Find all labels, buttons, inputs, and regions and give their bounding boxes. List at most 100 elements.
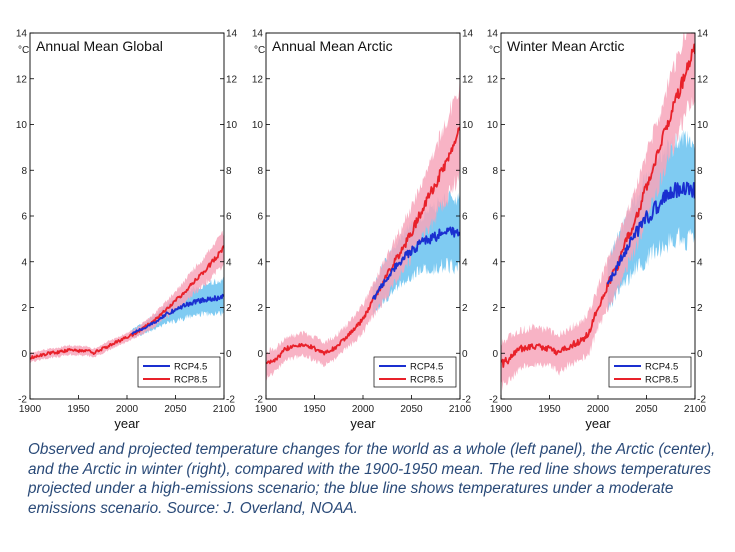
series-line-rcp8-5 xyxy=(266,126,460,365)
y-tick-label-right: 8 xyxy=(697,166,703,177)
legend: RCP4.5 RCP8.5 xyxy=(137,356,221,388)
y-tick-label: 2 xyxy=(21,303,27,314)
y-tick-label-right: 14 xyxy=(697,29,709,40)
legend-label-rcp4-5: RCP4.5 xyxy=(410,362,443,373)
panel-annual-mean-arctic: -2 -2 0 0 2 2 4 4 6 6 8 8 10 10 12 12 14 14 1900 1950 2000 20… xyxy=(252,29,474,432)
x-tick-label: 2100 xyxy=(213,404,236,415)
x-tick-label: 1950 xyxy=(67,404,90,415)
y-tick-label: 4 xyxy=(21,257,27,268)
y-tick-label-right: 12 xyxy=(697,74,709,85)
y-tick-label-right: 0 xyxy=(462,349,468,360)
panel-annual-mean-global: -2 -2 0 0 2 2 4 4 6 6 8 8 10 10 12 12 14 14 1900 1950 2000 20… xyxy=(16,29,238,432)
legend-label-rcp4-5: RCP4.5 xyxy=(174,362,207,373)
y-tick-label-right: -2 xyxy=(226,395,235,406)
x-tick-label: 2000 xyxy=(352,404,375,415)
legend-box xyxy=(373,356,457,388)
y-tick-label: -2 xyxy=(18,395,27,406)
legend-label-rcp8-5: RCP8.5 xyxy=(410,375,443,386)
y-tick-label-right: 10 xyxy=(697,120,709,131)
legend-box xyxy=(608,356,692,388)
y-tick-label: 14 xyxy=(16,29,28,40)
x-tick-label: 2000 xyxy=(587,404,610,415)
x-axis-label: year xyxy=(350,416,376,431)
y-tick-label: 2 xyxy=(257,303,263,314)
y-tick-label-right: -2 xyxy=(697,395,706,406)
x-tick-label: 1950 xyxy=(303,404,326,415)
y-tick-label: 10 xyxy=(252,120,264,131)
y-tick-label: 0 xyxy=(257,349,263,360)
y-unit-label: °C xyxy=(254,45,265,56)
y-tick-label: 10 xyxy=(16,120,28,131)
legend-label-rcp4-5: RCP4.5 xyxy=(645,362,678,373)
y-tick-label-right: 2 xyxy=(462,303,468,314)
y-tick-label: 4 xyxy=(492,257,498,268)
y-tick-label-right: 4 xyxy=(226,257,232,268)
y-tick-label-right: 2 xyxy=(697,303,703,314)
plot-frame xyxy=(29,32,225,400)
x-axis-label: year xyxy=(114,416,140,431)
y-tick-label: 6 xyxy=(257,212,263,223)
x-tick-label: 2100 xyxy=(449,404,472,415)
y-tick-label-right: 14 xyxy=(462,29,474,40)
y-tick-label: 2 xyxy=(492,303,498,314)
y-tick-label-right: 10 xyxy=(226,120,238,131)
y-tick-label-right: 6 xyxy=(226,212,232,223)
x-tick-label: 1900 xyxy=(490,404,513,415)
panel-winter-mean-arctic: -2 -2 0 0 2 2 4 4 6 6 8 8 10 10 12 12 14 14 1900 1950 2000 20… xyxy=(487,29,709,432)
y-tick-label: 6 xyxy=(492,212,498,223)
x-tick-label: 2100 xyxy=(684,404,707,415)
x-tick-label: 1900 xyxy=(19,404,42,415)
legend: RCP4.5 RCP8.5 xyxy=(373,356,457,388)
series-band-rcp8-5 xyxy=(30,230,224,363)
y-unit-label: °C xyxy=(489,45,500,56)
series-line-rcp8-5 xyxy=(30,245,224,360)
y-tick-label-right: -2 xyxy=(462,395,471,406)
y-tick-label-right: 12 xyxy=(462,74,474,85)
y-tick-label-right: 8 xyxy=(226,166,232,177)
y-tick-label-right: 0 xyxy=(697,349,703,360)
y-tick-label-right: 12 xyxy=(226,74,238,85)
x-tick-label: 2050 xyxy=(635,404,658,415)
x-tick-label: 2000 xyxy=(116,404,139,415)
y-tick-label: 14 xyxy=(487,29,499,40)
y-tick-label-right: 2 xyxy=(226,303,232,314)
y-tick-label-right: 4 xyxy=(462,257,468,268)
y-tick-label: 14 xyxy=(252,29,264,40)
legend-label-rcp8-5: RCP8.5 xyxy=(645,375,678,386)
legend: RCP4.5 RCP8.5 xyxy=(608,356,692,388)
x-axis-label: year xyxy=(585,416,611,431)
plot-area xyxy=(30,230,224,363)
figure-caption: Observed and projected temperature chang… xyxy=(28,441,716,517)
x-tick-label: 1950 xyxy=(538,404,561,415)
y-tick-label: 10 xyxy=(487,120,499,131)
x-tick-label: 1900 xyxy=(255,404,278,415)
legend-label-rcp8-5: RCP8.5 xyxy=(174,375,207,386)
y-tick-label: 12 xyxy=(252,74,264,85)
y-tick-label: 6 xyxy=(21,212,27,223)
x-tick-label: 2050 xyxy=(164,404,187,415)
series-line-rcp4-5 xyxy=(131,293,224,335)
plot-area xyxy=(266,72,460,381)
panel-title: Annual Mean Arctic xyxy=(272,38,393,54)
series-line-rcp8-5 xyxy=(501,43,695,368)
y-tick-label: 8 xyxy=(257,166,263,177)
panel-title: Annual Mean Global xyxy=(36,38,163,54)
y-tick-label-right: 6 xyxy=(697,212,703,223)
y-tick-label: 8 xyxy=(492,166,498,177)
y-tick-label: 12 xyxy=(487,74,499,85)
y-unit-label: °C xyxy=(18,45,29,56)
y-tick-label: 12 xyxy=(16,74,28,85)
plot-area xyxy=(501,33,695,391)
y-tick-label-right: 10 xyxy=(462,120,474,131)
y-tick-label: 0 xyxy=(21,349,27,360)
y-tick-label-right: 8 xyxy=(462,166,468,177)
y-tick-label-right: 14 xyxy=(226,29,238,40)
y-tick-label-right: 0 xyxy=(226,349,232,360)
y-tick-label: 8 xyxy=(21,166,27,177)
y-tick-label: -2 xyxy=(489,395,498,406)
y-tick-label-right: 4 xyxy=(697,257,703,268)
y-tick-label: 4 xyxy=(257,257,263,268)
legend-box xyxy=(137,356,221,388)
y-tick-label-right: 6 xyxy=(462,212,468,223)
